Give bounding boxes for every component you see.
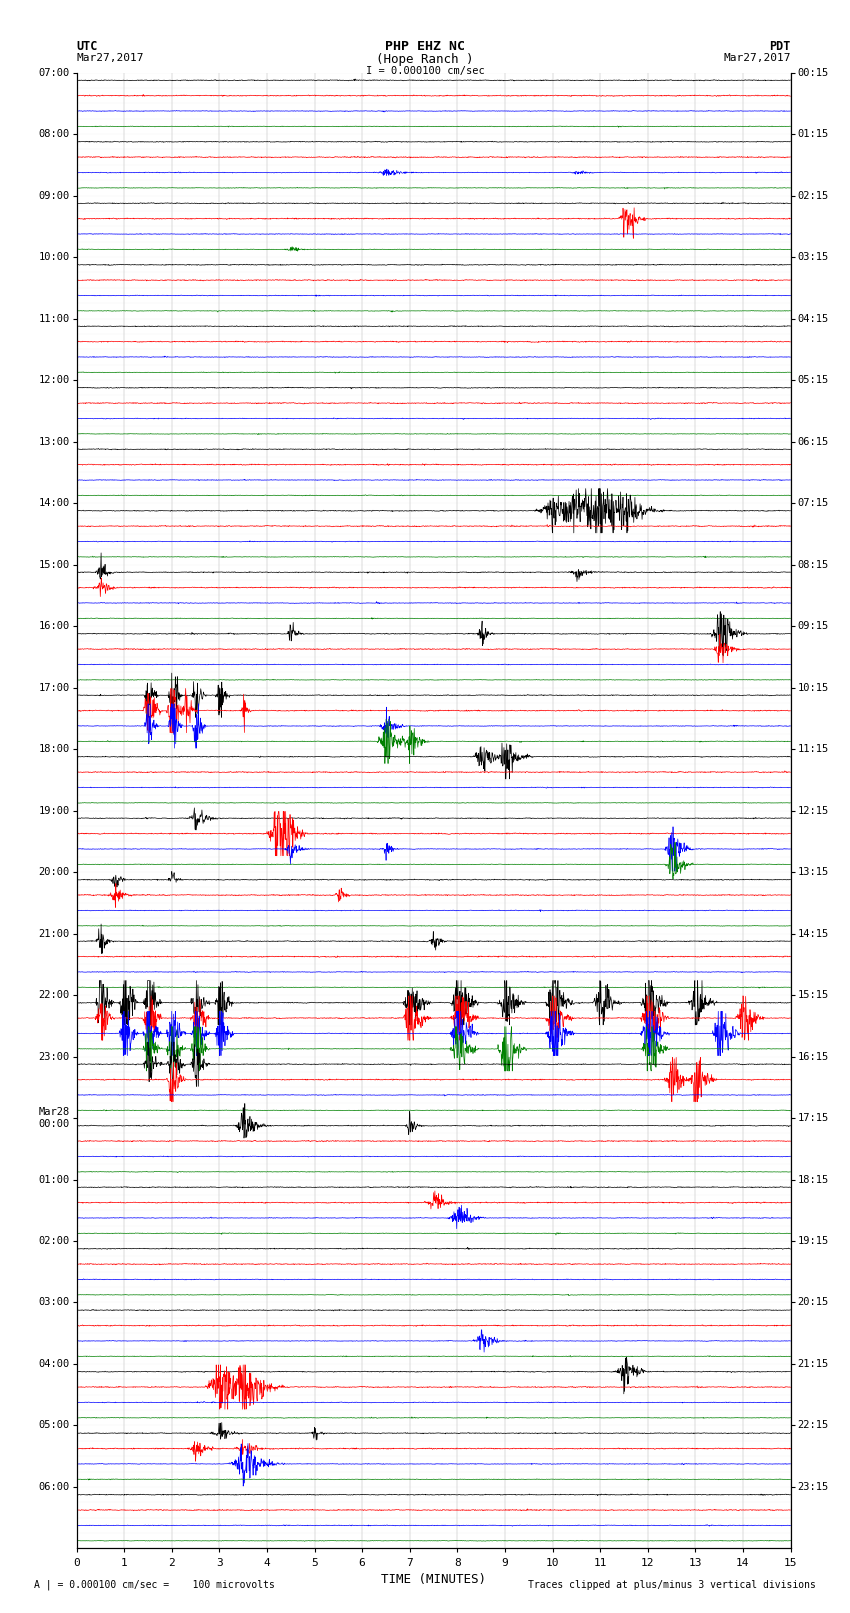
Text: PDT: PDT: [769, 40, 790, 53]
X-axis label: TIME (MINUTES): TIME (MINUTES): [381, 1573, 486, 1586]
Text: (Hope Ranch ): (Hope Ranch ): [377, 53, 473, 66]
Text: I = 0.000100 cm/sec: I = 0.000100 cm/sec: [366, 66, 484, 76]
Text: Mar27,2017: Mar27,2017: [723, 53, 791, 63]
Text: Traces clipped at plus/minus 3 vertical divisions: Traces clipped at plus/minus 3 vertical …: [528, 1581, 816, 1590]
Text: A | = 0.000100 cm/sec =    100 microvolts: A | = 0.000100 cm/sec = 100 microvolts: [34, 1579, 275, 1590]
Text: Mar27,2017: Mar27,2017: [76, 53, 144, 63]
Text: PHP EHZ NC: PHP EHZ NC: [385, 40, 465, 53]
Text: UTC: UTC: [76, 40, 98, 53]
